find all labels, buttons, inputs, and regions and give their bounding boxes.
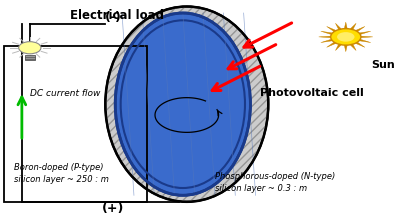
Polygon shape xyxy=(355,42,365,47)
Text: DC current flow: DC current flow xyxy=(30,89,100,98)
Circle shape xyxy=(19,42,41,54)
Text: (+): (+) xyxy=(102,202,124,215)
Polygon shape xyxy=(336,44,341,51)
Circle shape xyxy=(337,32,354,42)
Text: Boron-doped (P-type)
silicon layer ~ 250 : m: Boron-doped (P-type) silicon layer ~ 250… xyxy=(14,163,109,184)
Polygon shape xyxy=(327,26,336,32)
Text: Electrical load: Electrical load xyxy=(69,9,164,22)
Text: Sun: Sun xyxy=(372,60,395,70)
Polygon shape xyxy=(344,45,347,52)
FancyBboxPatch shape xyxy=(24,55,35,60)
Ellipse shape xyxy=(105,7,268,202)
Polygon shape xyxy=(355,26,365,32)
Polygon shape xyxy=(321,31,332,35)
Polygon shape xyxy=(344,22,347,29)
Polygon shape xyxy=(336,23,341,30)
Ellipse shape xyxy=(115,13,250,195)
Text: Photovoltaic cell: Photovoltaic cell xyxy=(260,88,364,98)
Circle shape xyxy=(331,29,361,45)
Text: Phosphorous-doped (N-type)
silicon layer ~ 0.3 : m: Phosphorous-doped (N-type) silicon layer… xyxy=(215,172,335,193)
Text: (-): (-) xyxy=(105,11,122,24)
Polygon shape xyxy=(321,39,332,43)
Polygon shape xyxy=(319,36,331,38)
Polygon shape xyxy=(361,36,373,38)
Polygon shape xyxy=(359,31,371,35)
Polygon shape xyxy=(350,23,356,30)
Polygon shape xyxy=(350,44,356,51)
Polygon shape xyxy=(327,42,336,47)
Polygon shape xyxy=(359,39,371,43)
